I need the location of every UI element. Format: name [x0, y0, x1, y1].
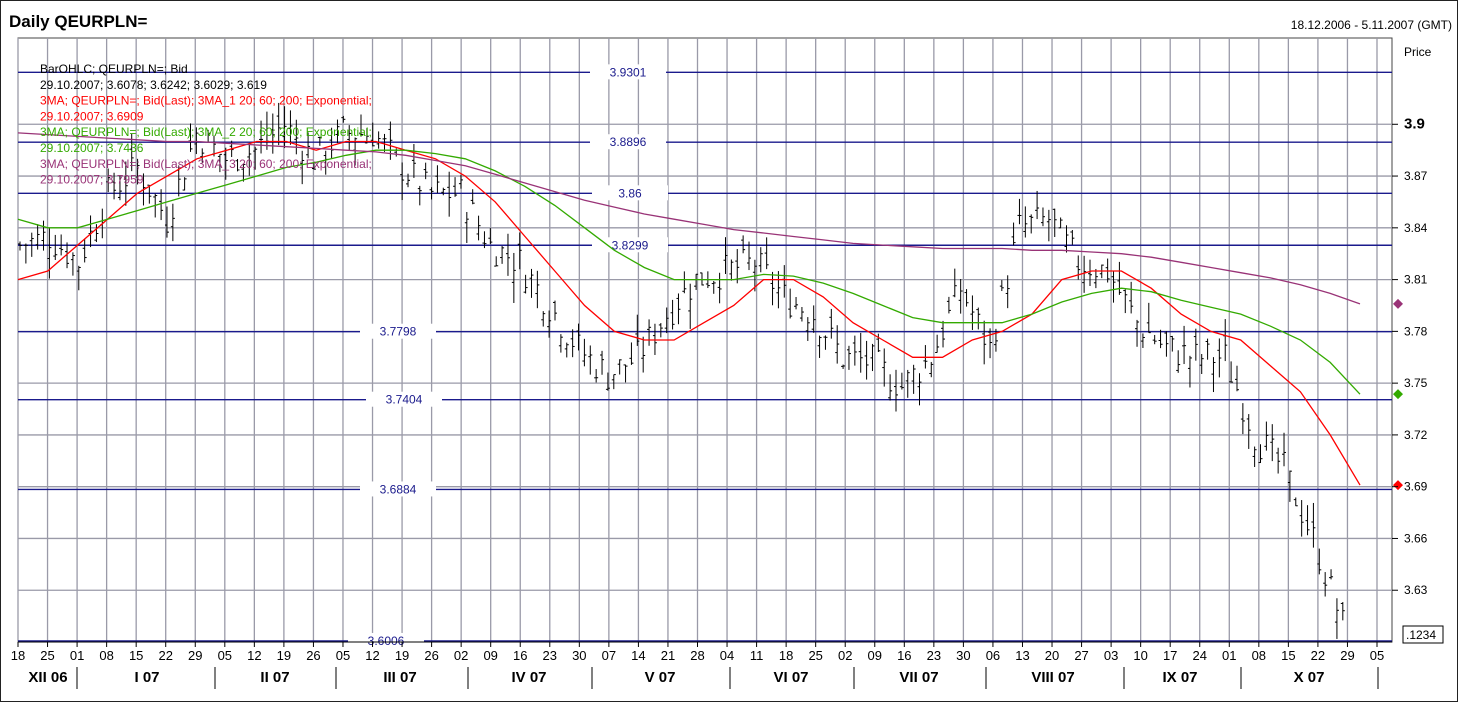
- day-label: 29: [188, 648, 202, 663]
- day-axis: 18 25 01 08 15 22 29 05 12 19 26 05 12 19 26 02 09 16 23 30…: [11, 642, 1392, 663]
- day-label: 17: [1163, 648, 1177, 663]
- month-label: XII 06: [28, 669, 67, 686]
- day-label: 07: [602, 648, 616, 663]
- day-label: 10: [1133, 648, 1147, 663]
- ma-end-marker: [1393, 389, 1403, 399]
- day-label: 08: [99, 648, 113, 663]
- day-label: 02: [838, 648, 852, 663]
- day-label: 19: [395, 648, 409, 663]
- level-label: 3.8896: [610, 135, 647, 149]
- level-label: 3.7404: [386, 393, 423, 407]
- day-label: 21: [661, 648, 675, 663]
- legend-line: 29.10.2007; 3.6078; 3.6242; 3.6029; 3.61…: [40, 78, 267, 92]
- day-label: 22: [158, 648, 172, 663]
- day-label: 12: [365, 648, 379, 663]
- legend-line: 29.10.2007; 3.7959: [40, 173, 144, 187]
- day-label: 14: [631, 648, 645, 663]
- price-tick-label: 3.69: [1404, 480, 1428, 494]
- day-label: 02: [454, 648, 468, 663]
- day-label: 01: [1222, 648, 1236, 663]
- price-tick-label: 3.87: [1404, 169, 1428, 183]
- month-label: IX 07: [1162, 669, 1197, 686]
- day-label: 22: [1311, 648, 1325, 663]
- day-label: 11: [750, 648, 764, 663]
- month-axis: XII 06 I 07 II 07 III 07 IV 07 V 07 VI 07 VII 0…: [28, 667, 1378, 689]
- price-tick-label: 3.78: [1404, 324, 1428, 338]
- day-label: 04: [720, 648, 734, 663]
- day-label: 25: [40, 648, 54, 663]
- day-label: 05: [218, 648, 232, 663]
- day-label: 15: [1281, 648, 1295, 663]
- level-label: 3.9301: [610, 65, 647, 79]
- price-tick-label: 3.9: [1404, 115, 1425, 132]
- month-label: I 07: [134, 669, 159, 686]
- level-label: 3.7798: [380, 325, 417, 339]
- month-label: VII 07: [899, 669, 938, 686]
- level-label: 3.6006: [368, 634, 405, 648]
- level-label: 3.8299: [612, 238, 649, 252]
- legend-line: 3MA; QEURPLN=; Bid(Last); 3MA_3 20; 60; …: [40, 157, 372, 171]
- day-label: 20: [1045, 648, 1059, 663]
- month-label: V 07: [645, 669, 676, 686]
- day-label: 03: [1104, 648, 1118, 663]
- day-label: 01: [70, 648, 84, 663]
- legend-line: BarOHLC; QEURPLN=; Bid: [40, 62, 188, 76]
- day-label: 28: [690, 648, 704, 663]
- day-label: 06: [986, 648, 1000, 663]
- price-tick-label: 3.81: [1404, 273, 1428, 287]
- legend-line: 29.10.2007; 3.7436: [40, 141, 144, 155]
- day-label: 26: [306, 648, 320, 663]
- day-label: 23: [927, 648, 941, 663]
- day-label: 13: [1015, 648, 1029, 663]
- day-label: 18: [11, 648, 25, 663]
- price-axis-label: Price: [1404, 45, 1432, 59]
- month-label: IV 07: [511, 669, 546, 686]
- ma-end-marker: [1393, 480, 1403, 490]
- price-tick-label: 3.72: [1404, 428, 1428, 442]
- legend-line: 3MA; QEURPLN=; Bid(Last); 3MA_1 20; 60; …: [40, 94, 372, 108]
- day-label: 27: [1074, 648, 1088, 663]
- day-label: 09: [483, 648, 497, 663]
- price-axis: Price 3.9 3.87 3.84 3.81 3.78 3.75 3.72 3.69 3.66…: [1392, 45, 1443, 643]
- price-tick-label: 3.66: [1404, 531, 1428, 545]
- day-label: 23: [543, 648, 557, 663]
- day-label: 18: [779, 648, 793, 663]
- price-box-text: .1234: [1406, 628, 1436, 642]
- day-label: 15: [129, 648, 143, 663]
- level-label: 3.86: [618, 186, 642, 200]
- month-label: X 07: [1294, 669, 1325, 686]
- month-label: VIII 07: [1031, 669, 1074, 686]
- day-label: 19: [277, 648, 291, 663]
- day-label: 12: [247, 648, 261, 663]
- price-tick-label: 3.63: [1404, 583, 1428, 597]
- day-label: 16: [513, 648, 527, 663]
- day-label: 25: [808, 648, 822, 663]
- month-label: II 07: [260, 669, 289, 686]
- day-label: 24: [1193, 648, 1207, 663]
- day-label: 16: [897, 648, 911, 663]
- month-label: III 07: [383, 669, 416, 686]
- day-label: 05: [336, 648, 350, 663]
- level-label: 3.6884: [380, 482, 417, 496]
- month-label: VI 07: [773, 669, 808, 686]
- day-label: 09: [868, 648, 882, 663]
- day-label: 29: [1340, 648, 1354, 663]
- legend-line: 3MA; QEURPLN=; Bid(Last); 3MA_2 20; 60; …: [40, 125, 372, 139]
- day-label: 05: [1370, 648, 1384, 663]
- legend-line: 29.10.2007; 3.6909: [40, 109, 144, 123]
- day-label: 30: [572, 648, 586, 663]
- price-tick-label: 3.75: [1404, 376, 1428, 390]
- price-tick-label: 3.84: [1404, 221, 1428, 235]
- day-label: 26: [424, 648, 438, 663]
- day-label: 30: [956, 648, 970, 663]
- ma-end-marker: [1393, 299, 1403, 309]
- day-label: 08: [1252, 648, 1266, 663]
